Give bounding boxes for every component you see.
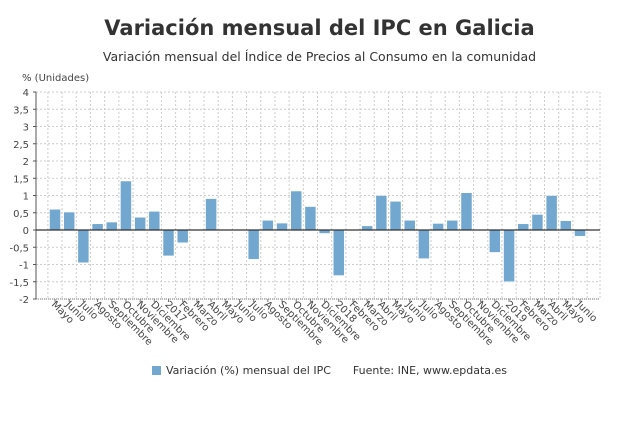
bars (36, 180, 600, 282)
bar (148, 211, 161, 231)
y-tick-label: 0,5 (13, 209, 29, 220)
bar (446, 220, 459, 231)
bar (120, 180, 132, 231)
legend: Variación (%) mensual del IPC Fuente: IN… (152, 364, 507, 377)
y-tick-label: 1,5 (13, 174, 29, 185)
chart-title: Variación mensual del IPC en Galicia (104, 16, 535, 40)
legend-label: Variación (%) mensual del IPC (166, 364, 331, 377)
bar (276, 222, 288, 231)
y-tick-label: -1,5 (9, 278, 29, 289)
bar (77, 229, 90, 264)
bar (63, 211, 75, 231)
bar (176, 229, 189, 244)
chart-subtitle: Variación mensual del Índice de Precios … (102, 49, 537, 64)
bar (418, 229, 430, 259)
y-tick-label: -2 (19, 295, 29, 306)
bar (49, 209, 61, 231)
bar (304, 206, 317, 231)
bar (560, 220, 572, 231)
bar (517, 223, 529, 231)
y-tick-label: 3 (23, 123, 29, 134)
bar (134, 216, 146, 231)
y-tick-label: 3,5 (13, 105, 29, 116)
bar (262, 220, 274, 231)
source-text: Fuente: INE, www.epdata.es (352, 364, 508, 377)
y-tick-label: 1 (23, 192, 29, 203)
bar (333, 229, 345, 276)
bar (91, 223, 104, 231)
bar (432, 223, 444, 231)
bar (375, 195, 388, 231)
bar (460, 192, 473, 231)
bar (545, 195, 558, 231)
bar (106, 221, 118, 231)
y-ticks: 4 3,5 3 2,5 2 1,5 1 0,5 0 -0,5 -1 -1,5 -2 (9, 88, 36, 306)
bar (290, 190, 302, 231)
bar (247, 229, 260, 260)
bar (531, 214, 544, 231)
y-tick-label: 0 (23, 226, 29, 237)
x-ticks: MayoJunioJulioAgostoSeptiembreOctubreNov… (49, 299, 599, 348)
y-tick-label: -1 (19, 261, 29, 272)
y-tick-label: 2 (23, 157, 29, 168)
y-tick-label: 2,5 (13, 140, 29, 151)
bar (503, 229, 515, 282)
bar (205, 198, 217, 231)
y-tick-label: -0,5 (9, 243, 29, 254)
y-axis-label: % (Unidades) (22, 73, 89, 84)
y-tick-label: 4 (23, 88, 29, 99)
bar (389, 201, 402, 231)
bar (162, 229, 175, 257)
bar (574, 229, 586, 237)
bar (361, 225, 373, 231)
bar (403, 220, 416, 231)
legend-swatch (152, 366, 161, 375)
bar (489, 229, 501, 253)
